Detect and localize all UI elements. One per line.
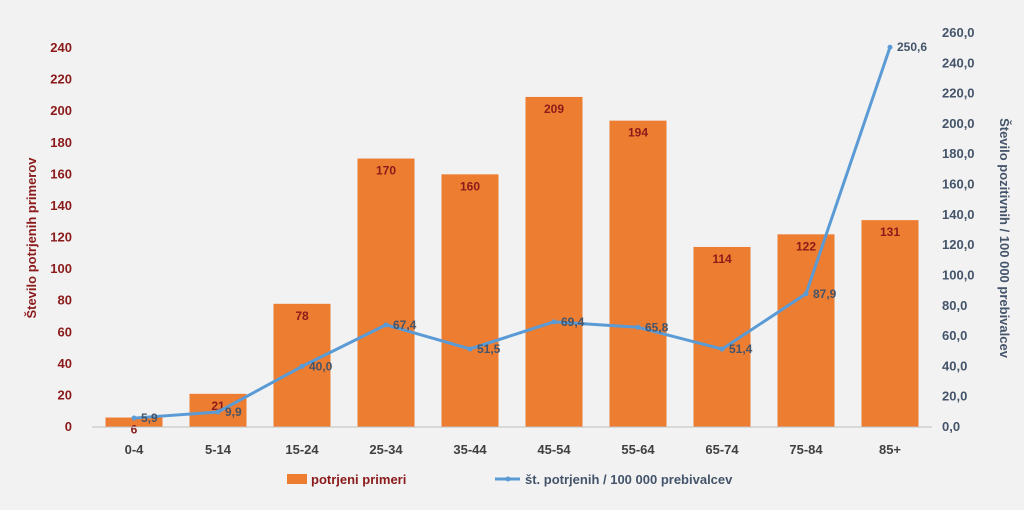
bar-data-label: 160 bbox=[460, 179, 480, 193]
y-right-tick-label: 0,0 bbox=[942, 419, 960, 434]
x-tick-label: 55-64 bbox=[621, 442, 655, 457]
line-data-label: 250,6 bbox=[897, 40, 927, 54]
x-tick-label: 65-74 bbox=[705, 442, 739, 457]
y-right-tick-label: 260,0 bbox=[942, 25, 975, 40]
y-axis-left: 0 20 40 60 80 100 120 140 160 180 200 220 240 bbox=[50, 40, 72, 434]
bar-data-label: 194 bbox=[628, 126, 648, 140]
bar-data-label: 209 bbox=[544, 102, 564, 116]
line-point bbox=[887, 44, 893, 50]
y-left-tick-label: 80 bbox=[58, 293, 72, 308]
bar bbox=[609, 120, 667, 428]
line-data-label: 67,4 bbox=[393, 318, 417, 332]
bar bbox=[357, 158, 415, 427]
x-tick-label: 35-44 bbox=[453, 442, 487, 457]
x-tick-label: 25-34 bbox=[369, 442, 403, 457]
y-axis-left-title: Število potrjenih primerov bbox=[24, 157, 39, 319]
y-left-tick-label: 120 bbox=[50, 230, 72, 245]
line-series: 5,9 9,9 40,0 67,4 51,5 69,4 65,8 51,4 87,9 250,6 bbox=[131, 40, 927, 425]
bar-data-label: 78 bbox=[295, 309, 309, 323]
line-data-label: 5,9 bbox=[141, 411, 158, 425]
line-point bbox=[635, 324, 641, 330]
line-data-label: 40,0 bbox=[309, 359, 333, 373]
y-right-tick-label: 140,0 bbox=[942, 207, 975, 222]
y-right-tick-label: 160,0 bbox=[942, 177, 975, 192]
y-right-tick-label: 40,0 bbox=[942, 358, 967, 373]
legend: potrjeni primeri št. potrjenih / 100 000… bbox=[287, 472, 733, 487]
y-left-tick-label: 240 bbox=[50, 40, 72, 55]
x-tick-label: 5-14 bbox=[205, 442, 232, 457]
bar bbox=[525, 96, 583, 428]
x-axis: 0-4 5-14 15-24 25-34 35-44 45-54 55-64 65-74 75-… bbox=[125, 442, 902, 457]
y-left-tick-label: 200 bbox=[50, 103, 72, 118]
legend-label-bars: potrjeni primeri bbox=[311, 472, 406, 487]
y-left-tick-label: 0 bbox=[65, 419, 72, 434]
line-point bbox=[551, 319, 557, 325]
bar bbox=[861, 220, 919, 427]
y-right-tick-label: 220,0 bbox=[942, 86, 975, 101]
line-data-label: 65,8 bbox=[645, 320, 669, 334]
line-point bbox=[467, 346, 473, 352]
line-data-label: 51,5 bbox=[477, 342, 501, 356]
x-tick-label: 45-54 bbox=[537, 442, 571, 457]
bar bbox=[105, 417, 163, 427]
legend-swatch-bars bbox=[287, 474, 307, 484]
y-right-tick-label: 200,0 bbox=[942, 116, 975, 131]
y-left-tick-label: 160 bbox=[50, 166, 72, 181]
y-left-tick-label: 180 bbox=[50, 135, 72, 150]
y-right-tick-label: 100,0 bbox=[942, 267, 975, 282]
y-right-tick-label: 120,0 bbox=[942, 237, 975, 252]
x-tick-label: 15-24 bbox=[285, 442, 319, 457]
legend-swatch-line-marker bbox=[505, 476, 511, 482]
x-tick-label: 75-84 bbox=[789, 442, 823, 457]
line-point bbox=[383, 322, 389, 328]
line-point bbox=[803, 291, 809, 297]
y-left-tick-label: 220 bbox=[50, 72, 72, 87]
x-tick-label: 85+ bbox=[879, 442, 901, 457]
legend-label-line: št. potrjenih / 100 000 prebivalcev bbox=[525, 472, 733, 487]
y-right-tick-label: 180,0 bbox=[942, 146, 975, 161]
y-left-tick-label: 20 bbox=[58, 387, 72, 402]
y-left-tick-label: 40 bbox=[58, 356, 72, 371]
bar-data-label: 170 bbox=[376, 164, 396, 178]
line-data-label: 69,4 bbox=[561, 315, 585, 329]
line-data-label: 9,9 bbox=[225, 405, 242, 419]
bar-data-label: 6 bbox=[131, 423, 138, 437]
y-axis-right: 0,0 20,0 40,0 60,0 80,0 100,0 120,0 140,0 160,0 1… bbox=[942, 25, 975, 434]
bar bbox=[441, 174, 499, 427]
bar-data-label: 114 bbox=[712, 252, 732, 266]
line-data-label: 87,9 bbox=[813, 287, 837, 301]
y-left-tick-label: 100 bbox=[50, 261, 72, 276]
y-left-tick-label: 60 bbox=[58, 324, 72, 339]
line-point bbox=[719, 346, 725, 352]
line-point bbox=[131, 415, 137, 421]
y-right-tick-label: 80,0 bbox=[942, 298, 967, 313]
x-tick-label: 0-4 bbox=[125, 442, 145, 457]
series-line bbox=[133, 46, 892, 420]
y-right-tick-label: 60,0 bbox=[942, 328, 967, 343]
y-left-tick-label: 140 bbox=[50, 198, 72, 213]
line-data-label: 51,4 bbox=[729, 342, 753, 356]
line-point bbox=[299, 363, 305, 369]
y-axis-right-title: Število pozitivnih / 100 000 prebivalcev bbox=[997, 118, 1012, 359]
line-point bbox=[215, 409, 221, 415]
y-right-tick-label: 20,0 bbox=[942, 389, 967, 404]
bar bbox=[777, 234, 835, 427]
y-right-tick-label: 240,0 bbox=[942, 55, 975, 70]
bar-data-label: 131 bbox=[880, 225, 900, 239]
bar-data-label: 122 bbox=[796, 239, 816, 253]
